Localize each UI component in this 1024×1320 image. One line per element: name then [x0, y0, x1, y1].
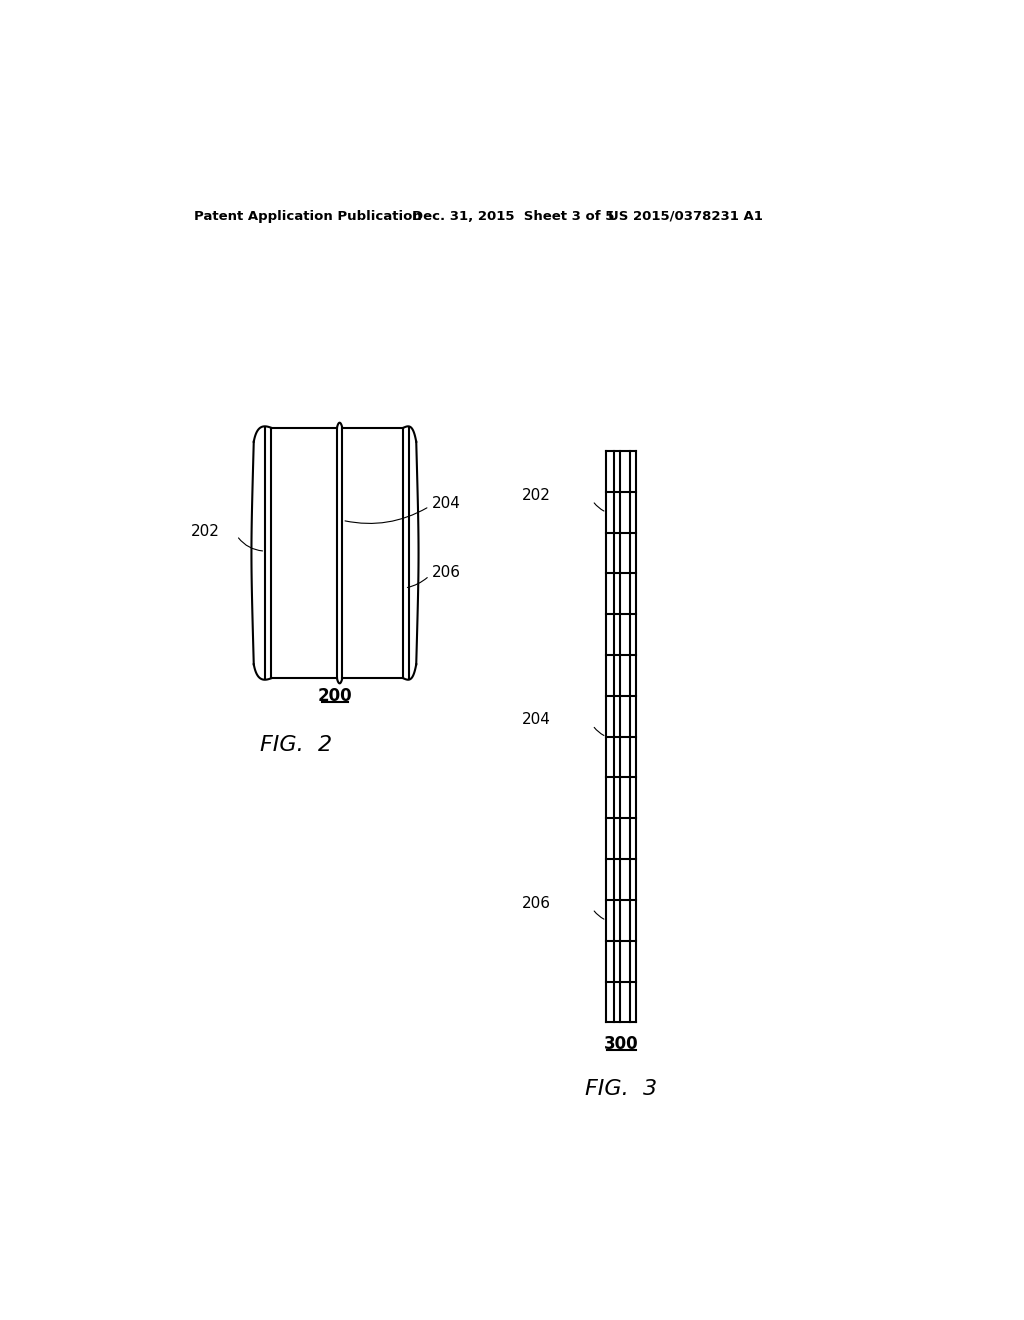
Text: 204: 204 — [432, 496, 461, 511]
Text: Patent Application Publication: Patent Application Publication — [195, 210, 422, 223]
Text: 202: 202 — [522, 488, 551, 503]
Text: 206: 206 — [432, 565, 461, 581]
Text: US 2015/0378231 A1: US 2015/0378231 A1 — [608, 210, 763, 223]
Text: 300: 300 — [604, 1035, 638, 1053]
Text: FIG.  3: FIG. 3 — [585, 1078, 657, 1098]
Text: Dec. 31, 2015  Sheet 3 of 5: Dec. 31, 2015 Sheet 3 of 5 — [412, 210, 614, 223]
Text: 204: 204 — [522, 713, 551, 727]
Text: 200: 200 — [317, 686, 352, 705]
Text: FIG.  2: FIG. 2 — [260, 735, 332, 755]
Text: 202: 202 — [190, 524, 219, 540]
Text: 206: 206 — [522, 896, 551, 911]
